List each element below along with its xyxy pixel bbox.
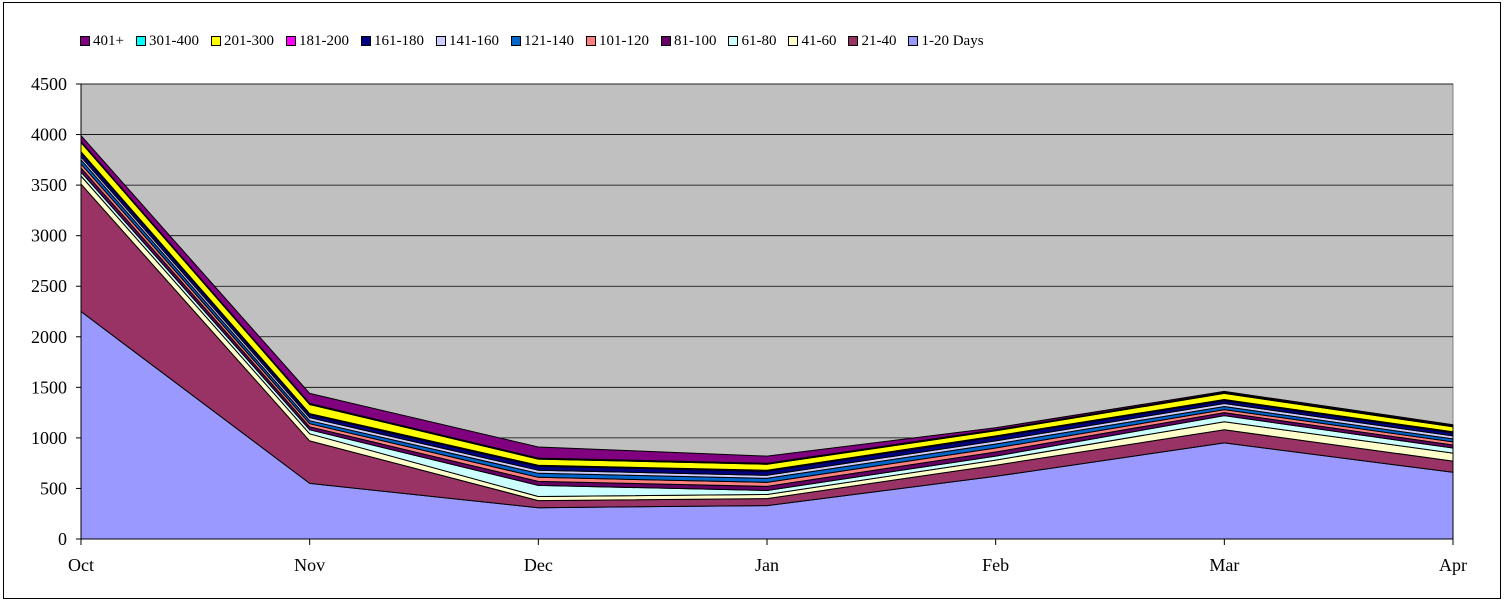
legend-swatch (585, 36, 596, 46)
legend-swatch (908, 36, 919, 46)
legend-swatch (435, 36, 446, 46)
x-tick-label: Mar (1209, 555, 1239, 575)
legend-label: 301-400 (148, 32, 199, 49)
x-tick-label: Nov (294, 555, 325, 575)
legend-label: 181-200 (298, 32, 349, 49)
legend-item: 161-180 (360, 32, 424, 50)
legend-item: 141-160 (435, 32, 499, 50)
legend-swatch (510, 36, 521, 46)
legend-item: 101-120 (585, 32, 649, 50)
legend-item: 401+ (80, 33, 124, 50)
legend-item: 81-100 (660, 32, 717, 50)
legend-swatch (360, 36, 371, 46)
legend-item: 61-80 (728, 33, 776, 50)
y-tick-label: 1000 (31, 428, 67, 448)
legend-swatch (135, 36, 146, 46)
x-tick-label: Feb (982, 555, 1009, 575)
legend-item: 1-20 Days (908, 32, 984, 50)
legend-label: 21-40 (861, 32, 897, 49)
legend-swatch (660, 36, 671, 46)
y-tick-label: 3000 (31, 226, 67, 246)
legend-swatch (848, 36, 859, 46)
x-tick-label: Oct (68, 555, 94, 575)
legend-swatch (285, 36, 296, 46)
y-tick-label: 4000 (31, 125, 67, 145)
legend-swatch (788, 36, 799, 46)
x-tick-label: Jan (755, 555, 779, 575)
legend-item: 21-40 (848, 33, 896, 50)
legend-label: 141-160 (448, 32, 499, 49)
y-tick-label: 3500 (31, 175, 67, 195)
y-tick-label: 4500 (31, 74, 67, 94)
legend-swatch (210, 36, 221, 46)
legend-swatch (80, 36, 90, 46)
y-tick-label: 500 (40, 478, 67, 498)
series-areas (80, 135, 1454, 540)
x-tick-label: Dec (524, 555, 553, 575)
legend-item: 201-300 (210, 32, 274, 50)
series-area-401- (80, 135, 1454, 464)
legend-label: 121-140 (523, 32, 574, 49)
legend-label: 161-180 (373, 32, 424, 49)
y-tick-label: 2500 (31, 276, 67, 296)
chart-legend: 401+ 301-400 201-300 181-200 161-180 141-160 1… (80, 30, 996, 52)
x-axis: Oct Nov Dec Jan Feb Mar Apr (68, 538, 1467, 575)
legend-label: 61-80 (741, 32, 777, 49)
y-axis: 0 500 1000 1500 2000 2500 3000 3500 4000 4500 (31, 74, 82, 549)
legend-item: 121-140 (510, 32, 574, 50)
legend-label: 201-300 (223, 32, 274, 49)
legend-label: 81-100 (673, 32, 717, 49)
legend-item: 181-200 (285, 32, 349, 50)
y-tick-label: 0 (58, 529, 67, 549)
legend-item: 301-400 (135, 32, 199, 50)
x-tick-label: Apr (1439, 555, 1467, 575)
legend-label: 1-20 Days (921, 32, 984, 49)
y-tick-label: 1500 (31, 377, 67, 397)
legend-label: 101-120 (598, 32, 649, 49)
y-tick-label: 2000 (31, 327, 67, 347)
legend-label: 41-60 (801, 32, 837, 49)
legend-item: 41-60 (788, 33, 836, 50)
legend-label: 401+ (93, 32, 124, 49)
legend-swatch (728, 36, 739, 46)
